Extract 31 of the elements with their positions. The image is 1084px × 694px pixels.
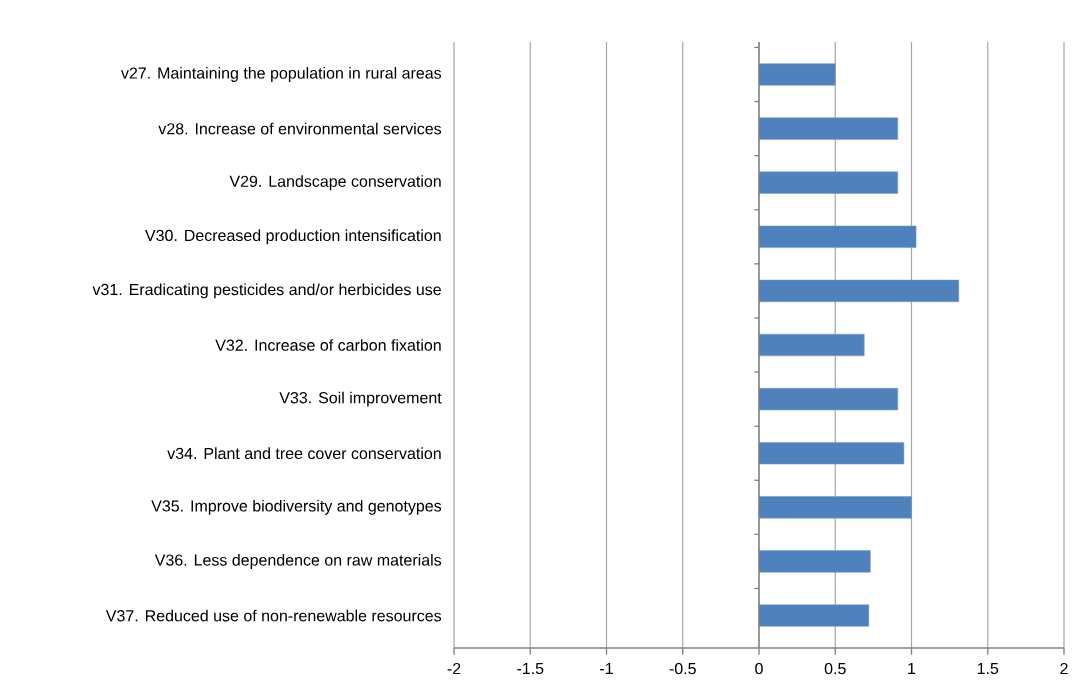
x-tick-label: 1.5 [977,662,999,675]
bar [758,333,865,357]
bar [758,496,912,519]
x-tick-label: 0.5 [824,662,846,675]
x-tick-label: -0.5 [669,662,696,675]
x-tick-label: 0 [755,662,763,675]
bar [758,279,960,302]
y-tick-label: V32. Increase of carbon fixation [215,339,441,351]
y-tick-label: V36. Less dependence on raw materials [154,553,442,569]
y-tick-label: v34. Plant and tree cover conservation [167,447,441,460]
x-tick-label: -1 [600,662,613,674]
y-tick-label: V35. Improve biodiversity and genotypes [151,499,442,515]
y-tick-label: V30. Decreased production intensification [145,229,441,245]
bar [758,63,836,86]
y-tick-label: v28. Increase of environmental services [158,122,442,135]
y-tick-label: v27. Maintaining the population in rural areas [121,67,442,82]
bar [758,388,899,411]
x-tick-label: -2 [447,662,461,675]
y-tick-label: V37. Reduced use of non-renewable resources [105,609,442,622]
x-tick-label: 2 [1060,662,1068,675]
bar [758,550,871,573]
bar [758,604,870,627]
bar [758,171,899,194]
y-tick-label: V29. Landscape conservation [229,175,441,191]
bar [758,442,905,465]
x-tick-label: -1.5 [517,662,544,675]
y-tick-label: V33. Soil improvement [279,391,442,407]
bar [758,225,917,248]
bar [758,117,899,140]
x-tick-label: 1 [908,662,916,674]
y-tick-label: v31. Eradicating pesticides and/or herbicides use [92,283,441,299]
